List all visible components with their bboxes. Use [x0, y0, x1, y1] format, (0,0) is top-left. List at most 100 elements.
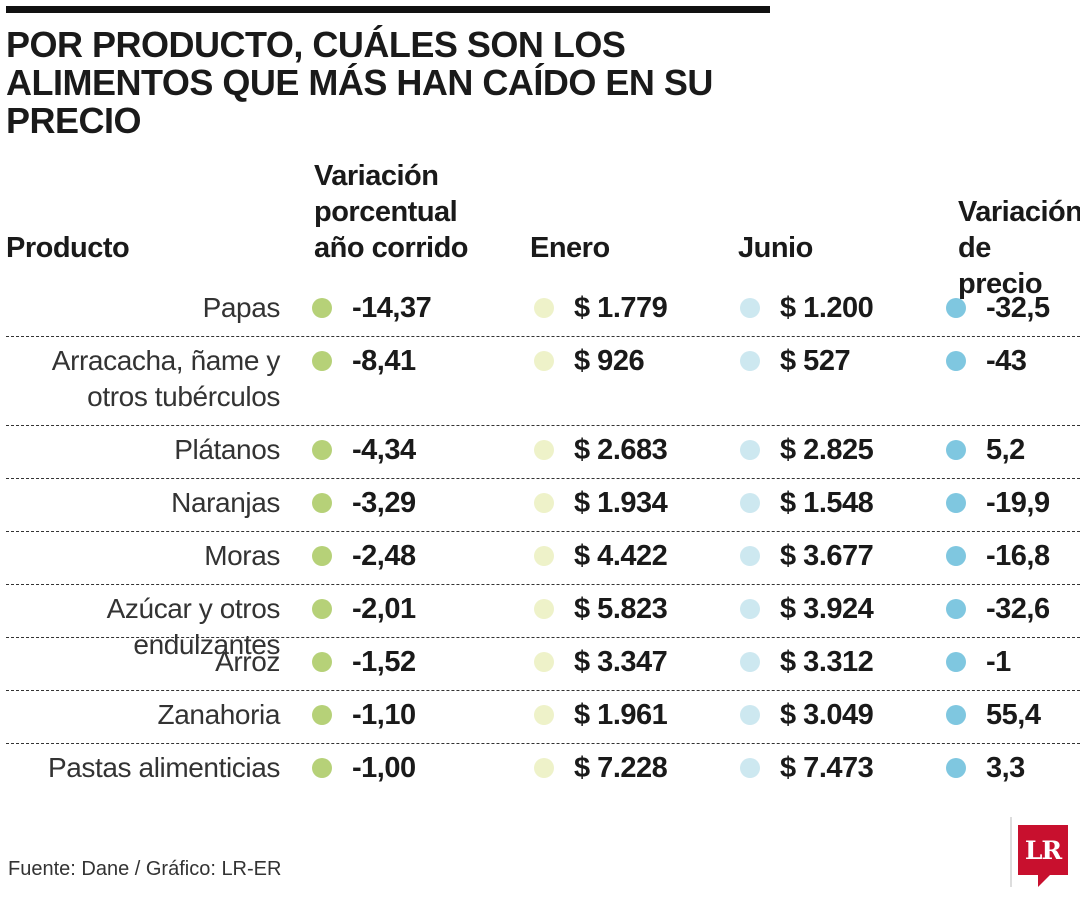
table-row: Pastas alimenticias -1,00 $ 7.228 $ 7.473 3,… [0, 744, 1080, 797]
value-variation-ytd: -1,52 [352, 646, 416, 678]
cell-variation-ytd: -14,37 [312, 290, 432, 326]
cell-variation-ytd: -1,10 [312, 697, 416, 733]
header-variation-ytd: Variación porcentual año corrido [314, 160, 469, 264]
cell-price-variation: -32,5 [946, 290, 1050, 326]
cell-june: $ 7.473 [740, 750, 874, 786]
cell-january: $ 1.961 [534, 697, 668, 733]
cell-january: $ 1.934 [534, 485, 668, 521]
dot-marker [312, 652, 332, 672]
header-product: Producto [6, 232, 130, 264]
dot-marker [946, 599, 966, 619]
cell-june: $ 1.200 [740, 290, 874, 326]
row-separator [6, 531, 1080, 532]
dot-marker [946, 298, 966, 318]
row-separator [6, 425, 1080, 426]
dot-marker [946, 758, 966, 778]
dot-marker [312, 493, 332, 513]
table-row: Azúcar y otros endulzantes -2,01 $ 5.823 $ … [0, 585, 1080, 660]
cell-price-variation: 3,3 [946, 750, 1025, 786]
dot-marker [312, 298, 332, 318]
cell-january: $ 1.779 [534, 290, 668, 326]
dot-marker [740, 351, 760, 371]
dot-marker [312, 351, 332, 371]
value-variation-ytd: -3,29 [352, 487, 416, 519]
chart-title: POR PRODUCTO, CUÁLES SON LOS ALIMENTOS Q… [6, 24, 713, 141]
value-price-variation: -32,5 [986, 292, 1050, 324]
dot-marker [312, 546, 332, 566]
value-january: $ 7.228 [574, 752, 668, 784]
row-separator [6, 336, 1080, 337]
dot-marker [740, 493, 760, 513]
cell-january: $ 2.683 [534, 432, 668, 468]
value-june: $ 3.312 [780, 646, 874, 678]
cell-price-variation: 5,2 [946, 432, 1025, 468]
value-price-variation: 3,3 [986, 752, 1025, 784]
dot-marker [312, 440, 332, 460]
lr-logo-mark: LR [1018, 825, 1068, 875]
row-separator [6, 743, 1080, 744]
value-january: $ 3.347 [574, 646, 668, 678]
cell-june: $ 2.825 [740, 432, 874, 468]
cell-june: $ 3.049 [740, 697, 874, 733]
product-name: Plátanos [174, 434, 280, 465]
row-separator [6, 584, 1080, 585]
value-january: $ 926 [574, 345, 645, 377]
cell-june: $ 3.312 [740, 644, 874, 680]
product-name: Moras [204, 540, 280, 571]
cell-price-variation: -19,9 [946, 485, 1050, 521]
value-variation-ytd: -1,00 [352, 752, 416, 784]
value-june: $ 527 [780, 345, 851, 377]
value-price-variation: -19,9 [986, 487, 1050, 519]
dot-marker [740, 440, 760, 460]
dot-marker [534, 705, 554, 725]
row-separator [6, 478, 1080, 479]
product-name: Arroz [215, 646, 280, 677]
lr-logo-tail [1038, 875, 1050, 887]
dot-marker [946, 493, 966, 513]
value-variation-ytd: -1,10 [352, 699, 416, 731]
table-row: Moras -2,48 $ 4.422 $ 3.677 -16,8 [0, 532, 1080, 585]
cell-january: $ 3.347 [534, 644, 668, 680]
value-price-variation: -16,8 [986, 540, 1050, 572]
value-january: $ 1.934 [574, 487, 668, 519]
top-rule [6, 6, 770, 13]
value-june: $ 7.473 [780, 752, 874, 784]
dot-marker [946, 652, 966, 672]
value-price-variation: -32,6 [986, 593, 1050, 625]
value-june: $ 3.677 [780, 540, 874, 572]
dot-marker [534, 652, 554, 672]
product-name: Zanahoria [157, 699, 281, 730]
source-note: Fuente: Dane / Gráfico: LR-ER [8, 858, 282, 880]
cell-june: $ 3.677 [740, 538, 874, 574]
value-variation-ytd: -14,37 [352, 292, 432, 324]
cell-variation-ytd: -1,00 [312, 750, 416, 786]
cell-january: $ 4.422 [534, 538, 668, 574]
value-variation-ytd: -4,34 [352, 434, 416, 466]
logo-divider [1010, 817, 1012, 887]
dot-marker [312, 599, 332, 619]
cell-variation-ytd: -3,29 [312, 485, 416, 521]
value-price-variation: -43 [986, 345, 1027, 377]
cell-price-variation: -43 [946, 343, 1027, 379]
dot-marker [534, 758, 554, 778]
value-variation-ytd: -2,48 [352, 540, 416, 572]
dot-marker [740, 546, 760, 566]
value-price-variation: 5,2 [986, 434, 1025, 466]
table-row: Plátanos -4,34 $ 2.683 $ 2.825 5,2 [0, 426, 1080, 479]
product-name: Naranjas [171, 487, 280, 518]
cell-january: $ 5.823 [534, 591, 668, 627]
value-june: $ 3.924 [780, 593, 874, 625]
dot-marker [740, 705, 760, 725]
value-june: $ 3.049 [780, 699, 874, 731]
dot-marker [312, 758, 332, 778]
dot-marker [534, 298, 554, 318]
cell-variation-ytd: -2,48 [312, 538, 416, 574]
table-row: Arracacha, ñame y otros tubérculos -8,41 $… [0, 337, 1080, 426]
product-name: Pastas alimenticias [47, 752, 280, 783]
dot-marker [534, 351, 554, 371]
cell-june: $ 1.548 [740, 485, 874, 521]
cell-january: $ 926 [534, 343, 645, 379]
dot-marker [740, 758, 760, 778]
value-january: $ 2.683 [574, 434, 668, 466]
dot-marker [534, 493, 554, 513]
